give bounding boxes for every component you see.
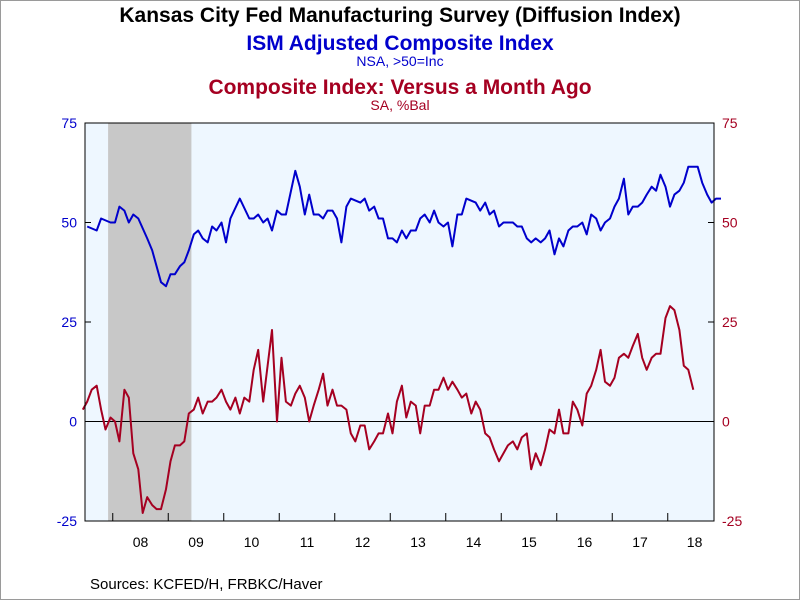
y-tick-label-left: 25 — [61, 314, 77, 330]
series-line-1 — [86, 165, 721, 288]
chart-title: Kansas City Fed Manufacturing Survey (Di… — [119, 4, 681, 27]
x-tick-label: 12 — [355, 534, 371, 550]
y-tick-label-left: 75 — [61, 115, 77, 131]
y-tick-label-left: -25 — [57, 513, 77, 529]
y-tick-label-right: 0 — [722, 414, 730, 430]
x-tick-label: 14 — [466, 534, 482, 550]
y-tick-label-left: 0 — [69, 414, 77, 430]
series-1-unit: NSA, >50=Inc — [356, 53, 444, 69]
recession-shading — [108, 123, 192, 521]
series-line-2 — [81, 305, 695, 514]
y-tick-label-right: -25 — [722, 513, 742, 529]
series-1-name: ISM Adjusted Composite Index — [246, 32, 554, 55]
y-tick-label-left: 50 — [61, 215, 77, 231]
y-tick-label-right: 50 — [722, 215, 738, 231]
y-tick-label-right: 75 — [722, 115, 738, 131]
x-tick-label: 15 — [521, 534, 537, 550]
y-tick-label-right: 25 — [722, 314, 738, 330]
source-note: Sources: KCFED/H, FRBKC/Haver — [90, 576, 323, 593]
x-tick-label: 09 — [188, 534, 204, 550]
series-2-name: Composite Index: Versus a Month Ago — [208, 76, 592, 99]
x-tick-label: 17 — [632, 534, 648, 550]
x-tick-label: 11 — [300, 534, 315, 550]
x-tick-label: 18 — [687, 534, 703, 550]
x-tick-label: 16 — [577, 534, 593, 550]
x-tick-label: 08 — [133, 534, 149, 550]
x-tick-label: 10 — [244, 534, 260, 550]
series-2-unit: SA, %Bal — [370, 97, 430, 113]
x-tick-label: 13 — [410, 534, 426, 550]
